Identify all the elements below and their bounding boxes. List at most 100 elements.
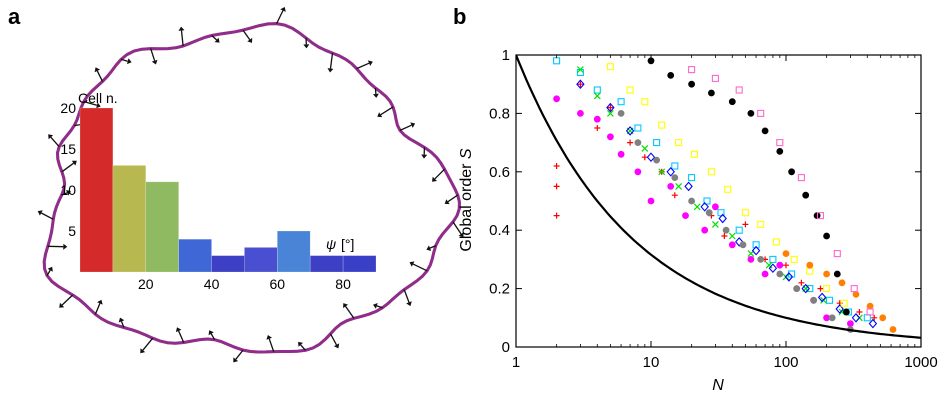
histogram-x-unit: [°]	[341, 236, 354, 252]
cell-arrow-head	[178, 26, 185, 31]
axis-ticks	[515, 54, 922, 348]
data-point	[671, 174, 679, 182]
x-axis-label: N	[712, 377, 724, 394]
data-point	[693, 203, 701, 211]
data-point	[735, 226, 743, 234]
data-point	[840, 299, 848, 307]
histogram-bar	[178, 238, 212, 273]
data-point	[658, 168, 666, 176]
cell-arrow-head	[247, 37, 253, 43]
data-point	[806, 285, 814, 293]
data-point	[757, 255, 765, 263]
cell-arrow	[50, 136, 60, 148]
data-point	[690, 150, 699, 158]
panel-b: b 1 10 100 1000 0 0.2 0.4 0.6 0.8 1 N Global orde…	[453, 4, 938, 394]
histogram-bar	[79, 107, 114, 273]
data-point	[823, 285, 831, 293]
data-point	[776, 270, 784, 278]
cell-arrow	[61, 162, 74, 173]
data-point	[852, 290, 860, 298]
data-point	[810, 296, 817, 304]
data-point	[817, 292, 827, 303]
data-point	[701, 226, 709, 234]
data-point	[607, 104, 614, 111]
data-point	[658, 121, 666, 129]
data-point	[757, 220, 765, 228]
data-point	[593, 86, 601, 94]
x-tick-label: 10	[643, 354, 660, 371]
cell-arrow	[412, 263, 428, 272]
data-point	[688, 197, 695, 205]
data-point	[634, 124, 642, 132]
data-point	[606, 109, 614, 117]
histogram-bar	[244, 247, 278, 273]
data-point	[734, 237, 744, 247]
data-point	[783, 262, 789, 269]
cell-arrow-head	[47, 266, 53, 272]
data-point	[593, 92, 601, 100]
cell-arrow	[300, 344, 306, 351]
data-point	[851, 312, 861, 323]
fit-curve	[516, 55, 921, 339]
data-point	[708, 89, 715, 97]
histogram-x-tick-label: 40	[204, 276, 220, 292]
data-point	[667, 182, 675, 190]
data-point	[797, 174, 805, 182]
data-point	[825, 296, 834, 304]
cell-arrow-head	[208, 330, 214, 336]
axis-tick-labels: 1 10 100 1000 0 0.2 0.4 0.6 0.8 1	[489, 47, 938, 371]
cell-arrow	[83, 100, 98, 106]
data-point	[617, 110, 625, 117]
panel-label-a: a	[8, 4, 21, 29]
data-point	[617, 98, 625, 106]
cell-arrow	[235, 349, 244, 360]
data-point	[769, 255, 777, 263]
cell-arrow	[344, 305, 355, 319]
data-point	[625, 126, 635, 136]
histogram-bar	[276, 230, 311, 273]
cell-arrow-head	[373, 303, 378, 309]
data-point	[863, 314, 871, 322]
data-point	[724, 185, 732, 193]
scatter-points	[553, 57, 897, 333]
cell-arrow	[46, 269, 51, 276]
cell-arrow	[120, 58, 128, 62]
y-axis-label: Global order S	[458, 148, 475, 252]
data-point	[688, 174, 696, 182]
cell-arrow-head	[303, 44, 310, 49]
cell-arrow	[142, 337, 154, 351]
data-point	[823, 270, 830, 278]
data-point	[728, 98, 736, 106]
histogram-bar	[211, 255, 245, 273]
cell-arrow-head	[94, 67, 100, 73]
cell-arrow	[94, 303, 101, 315]
cell-arrow	[447, 194, 459, 203]
data-point	[866, 308, 874, 316]
plot-frame	[515, 54, 922, 348]
cell-arrow	[268, 338, 275, 352]
cell-arrow	[210, 333, 216, 341]
cell-arrow-head	[59, 302, 65, 308]
data-point	[653, 156, 660, 164]
panel-label-b: b	[453, 4, 466, 29]
data-point	[721, 233, 728, 239]
data-point	[707, 168, 715, 176]
data-point	[553, 95, 560, 103]
cell-arrow-head	[444, 199, 450, 205]
histogram-x-tick-label: 20	[138, 276, 154, 292]
y-tick-label: 0.2	[489, 281, 510, 298]
data-point	[761, 270, 769, 278]
data-point	[688, 80, 695, 88]
histogram-y-tick-label: 20	[60, 100, 76, 116]
histogram: 5 10 15 20 20 40 60 80 Cell n. ψ [°]	[60, 90, 377, 292]
cell-arrow-head	[410, 122, 416, 128]
histogram-y-tick-label: 5	[68, 223, 76, 239]
data-point	[576, 66, 584, 74]
x-tick-label: 1000	[904, 354, 937, 371]
cell-arrow	[120, 321, 125, 328]
data-point	[889, 326, 897, 333]
histogram-bar	[112, 165, 147, 273]
histogram-y-tick-label: 10	[60, 182, 76, 198]
cell-boundary-arrows	[37, 7, 464, 363]
data-point	[879, 314, 887, 322]
